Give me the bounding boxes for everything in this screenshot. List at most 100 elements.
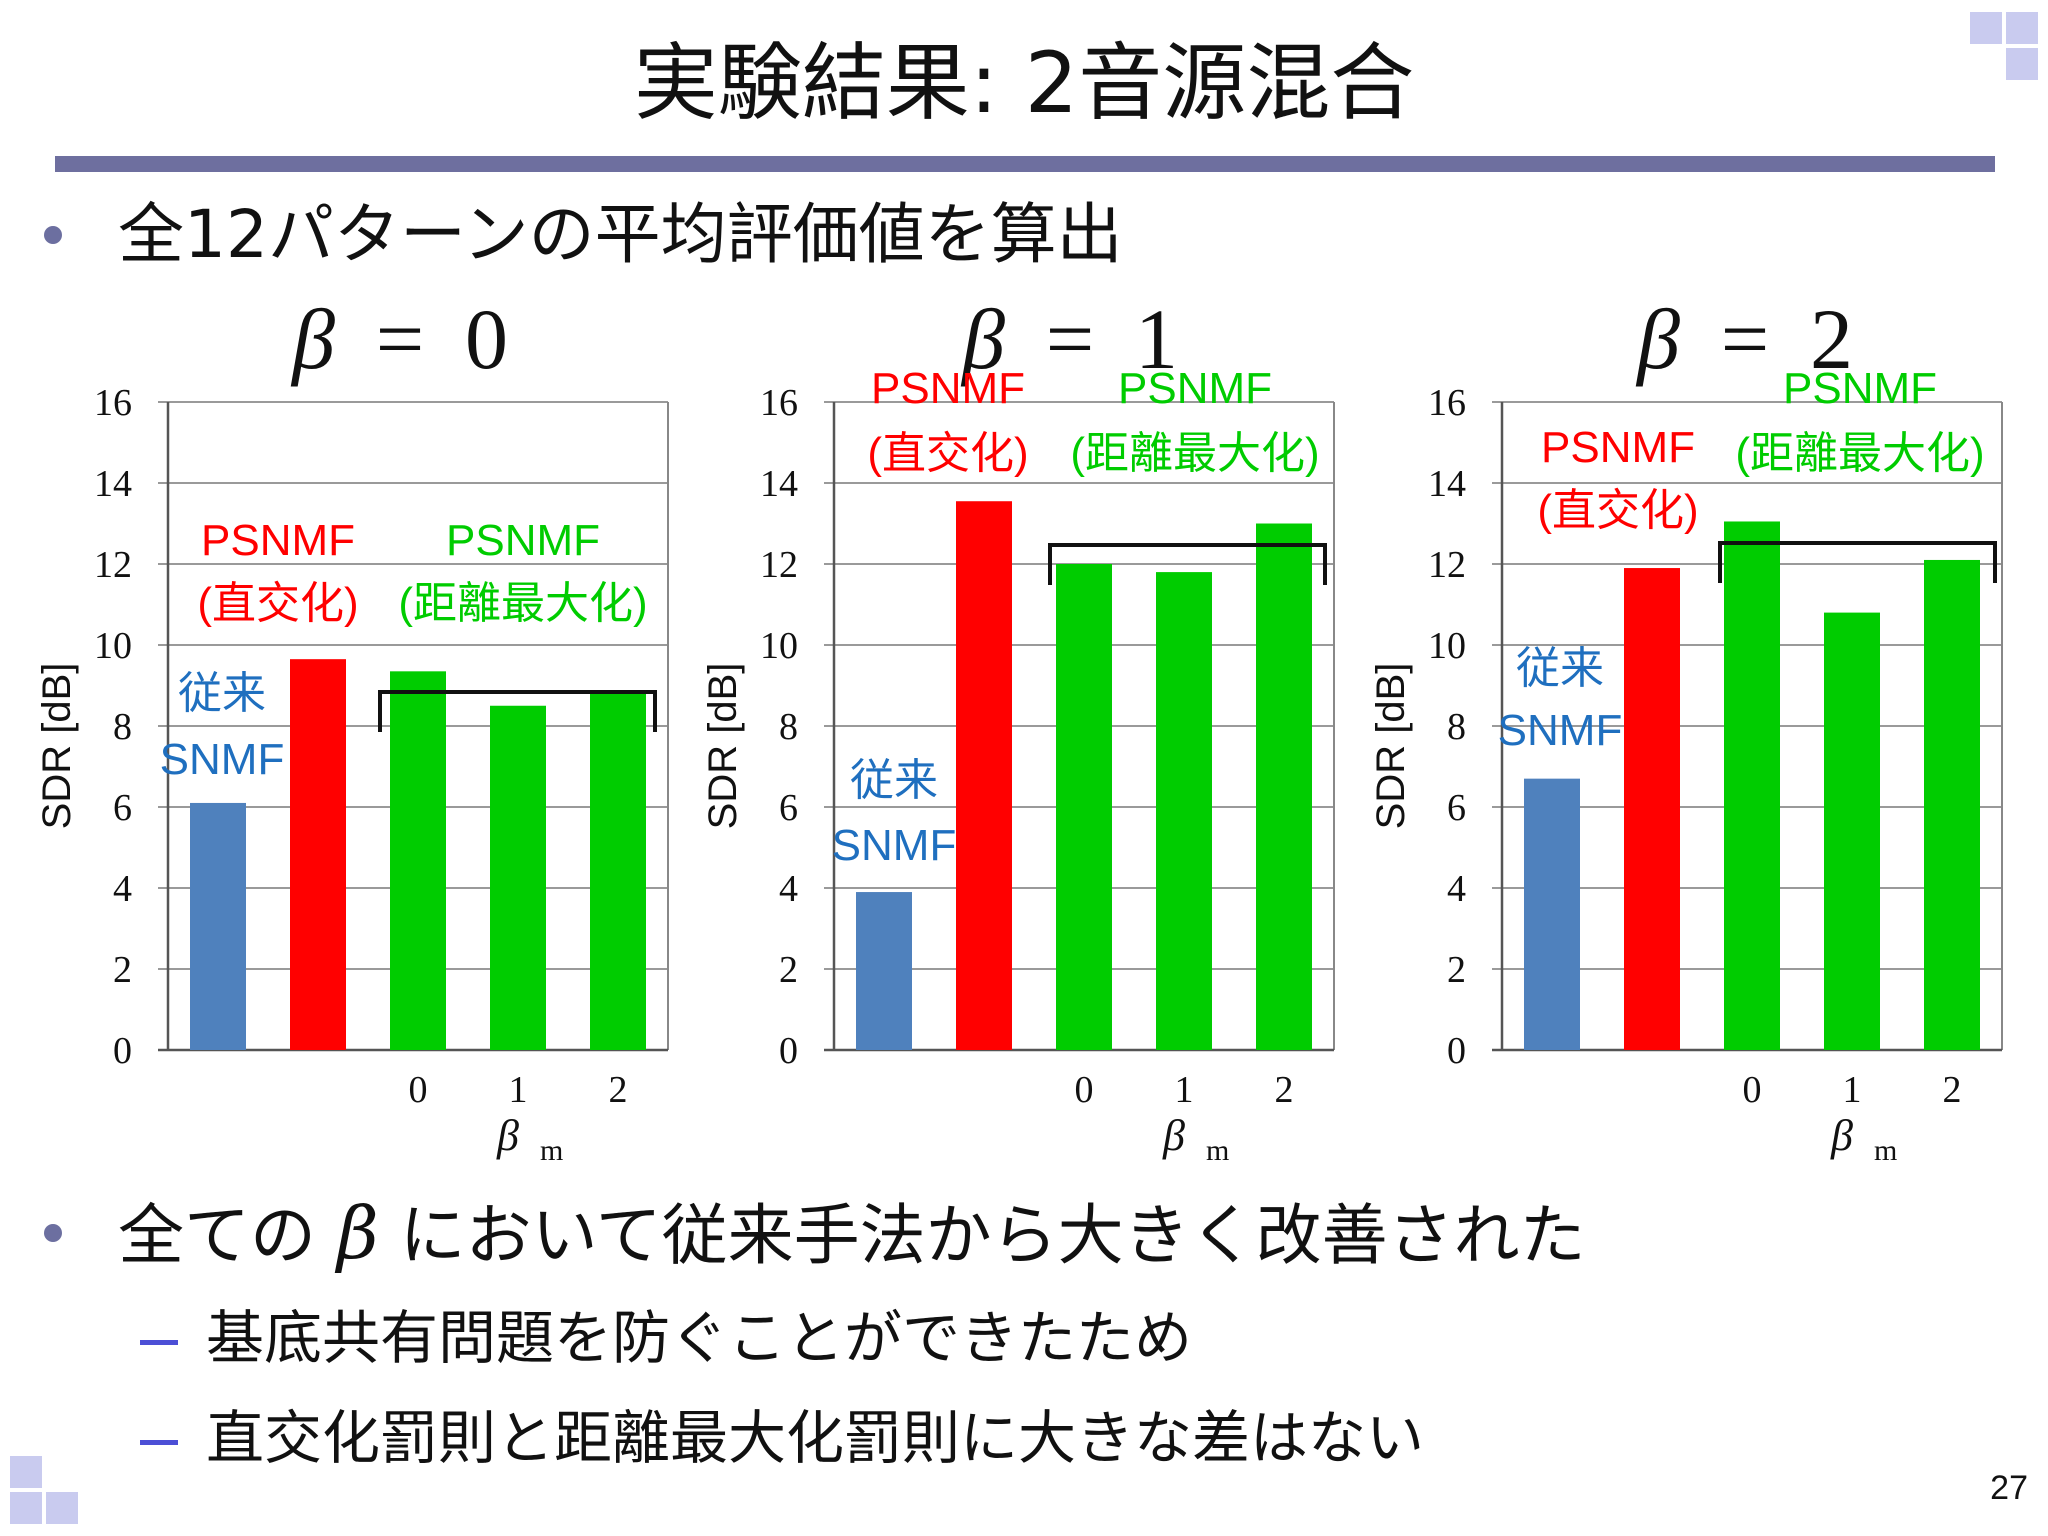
y-tick-label: 0 xyxy=(113,1030,132,1072)
bar xyxy=(590,691,646,1050)
panel-title-value: 0 xyxy=(465,291,508,387)
x-tick-label: 1 xyxy=(509,1069,528,1111)
y-tick-label: 0 xyxy=(779,1030,798,1072)
panel-title-eq: = xyxy=(376,291,425,387)
y-axis-label: SDR [dB] xyxy=(701,663,745,830)
x-tick-label: 2 xyxy=(609,1069,628,1111)
bar xyxy=(190,802,246,1050)
bar xyxy=(856,892,912,1050)
panel-title-symbol: β xyxy=(1635,291,1680,387)
bar xyxy=(1924,559,1980,1050)
panel-title-value: 1 xyxy=(1135,291,1178,387)
corner-square xyxy=(10,1456,42,1488)
x-tick-label: 0 xyxy=(409,1069,428,1111)
bullet-dot xyxy=(44,1224,62,1242)
y-tick-label: 10 xyxy=(1428,625,1466,667)
x-tick-label: 0 xyxy=(1075,1069,1094,1111)
sub-bullet-dash xyxy=(140,1340,178,1345)
annotation-orth-line2: (直交化) xyxy=(1537,486,1698,535)
bullet-2-beta: β xyxy=(336,1191,379,1275)
y-axis-label: SDR [dB] xyxy=(35,663,79,830)
bar xyxy=(290,659,346,1050)
slide-title: 実験結果: 2音源混合 xyxy=(633,34,1415,132)
group-bracket xyxy=(378,690,657,732)
x-axis-label-subscript: m xyxy=(540,1134,563,1167)
y-tick-label: 16 xyxy=(94,382,132,424)
title-rule xyxy=(55,156,1995,172)
bar xyxy=(1256,523,1312,1050)
sub-bullet-dash xyxy=(140,1440,178,1445)
bullet-2-suffix: において従来手法から大きく改善された xyxy=(399,1197,1586,1274)
annotation-orth-line1: PSNMF xyxy=(1541,423,1695,472)
bar xyxy=(1524,778,1580,1050)
bullet-text-1: 全12パターンの平均評価値を算出 xyxy=(118,196,1123,273)
group-bracket xyxy=(1718,541,1997,583)
y-tick-label: 16 xyxy=(760,382,798,424)
bullet-text-2: 全ての β において従来手法から大きく改善された xyxy=(118,1190,1586,1279)
sub-bullet-1: 基底共有問題を防ぐことができたため xyxy=(206,1304,1193,1372)
group-bracket xyxy=(1048,543,1327,585)
annotation-snmf-line1: 従来 xyxy=(850,756,938,805)
panel-title-value: 2 xyxy=(1810,291,1853,387)
y-tick-label: 2 xyxy=(779,949,798,991)
annotation-snmf-line2: SNMF xyxy=(1498,706,1623,755)
y-tick-label: 12 xyxy=(1428,544,1466,586)
corner-square xyxy=(10,1492,42,1524)
y-tick-label: 6 xyxy=(779,787,798,829)
y-tick-label: 14 xyxy=(1428,463,1466,505)
y-tick-label: 4 xyxy=(779,868,798,910)
panel-title-eq: = xyxy=(1046,291,1095,387)
x-tick-label: 1 xyxy=(1175,1069,1194,1111)
y-tick-label: 0 xyxy=(1447,1030,1466,1072)
annotation-dist-line2: (距離最大化) xyxy=(1070,429,1319,478)
y-tick-label: 10 xyxy=(94,625,132,667)
annotation-dist-line1: PSNMF xyxy=(1118,364,1272,413)
x-tick-label: 2 xyxy=(1275,1069,1294,1111)
corner-square xyxy=(1970,12,2002,44)
sub-bullet-2: 直交化罰則と距離最大化罰則に大きな差はない xyxy=(206,1404,1425,1472)
annotation-snmf-line1: 従来 xyxy=(1516,644,1604,693)
x-axis-label-subscript: m xyxy=(1206,1134,1229,1167)
annotation-orth-line1: PSNMF xyxy=(871,364,1025,413)
y-tick-label: 14 xyxy=(760,463,798,505)
panel-title-eq: = xyxy=(1721,291,1770,387)
annotation-dist-line1: PSNMF xyxy=(446,516,600,565)
bar xyxy=(1624,568,1680,1050)
x-axis-label-symbol: β xyxy=(1830,1111,1853,1160)
y-axis-label: SDR [dB] xyxy=(1369,663,1413,830)
x-tick-label: 2 xyxy=(1943,1069,1962,1111)
panel-title-symbol: β xyxy=(290,291,335,387)
y-tick-label: 8 xyxy=(1447,706,1466,748)
bar xyxy=(1156,572,1212,1050)
annotation-snmf-line1: 従来 xyxy=(178,669,266,718)
y-tick-label: 16 xyxy=(1428,382,1466,424)
bar xyxy=(1724,521,1780,1050)
bullet-2-prefix: 全ての xyxy=(118,1197,316,1274)
bar xyxy=(1056,564,1112,1050)
y-tick-label: 2 xyxy=(1447,949,1466,991)
bullet-dot xyxy=(44,226,62,244)
annotation-orth-line2: (直交化) xyxy=(197,579,358,628)
bar xyxy=(390,671,446,1050)
x-axis-label-subscript: m xyxy=(1874,1134,1897,1167)
bar xyxy=(1824,612,1880,1050)
y-tick-label: 12 xyxy=(94,544,132,586)
page-number: 27 xyxy=(1990,1469,2028,1507)
corner-square xyxy=(2006,48,2038,80)
annotation-dist-line2: (距離最大化) xyxy=(1735,429,1984,478)
y-tick-label: 2 xyxy=(113,949,132,991)
y-tick-label: 10 xyxy=(760,625,798,667)
corner-square xyxy=(46,1492,78,1524)
y-tick-label: 4 xyxy=(113,868,132,910)
annotation-snmf-line2: SNMF xyxy=(832,821,957,870)
y-tick-label: 6 xyxy=(113,787,132,829)
x-axis-label-symbol: β xyxy=(1162,1111,1185,1160)
y-tick-label: 8 xyxy=(113,706,132,748)
bar xyxy=(490,705,546,1050)
panel-title-symbol: β xyxy=(960,291,1005,387)
corner-square xyxy=(2006,12,2038,44)
y-tick-label: 4 xyxy=(1447,868,1466,910)
y-tick-label: 6 xyxy=(1447,787,1466,829)
bar xyxy=(956,501,1012,1051)
